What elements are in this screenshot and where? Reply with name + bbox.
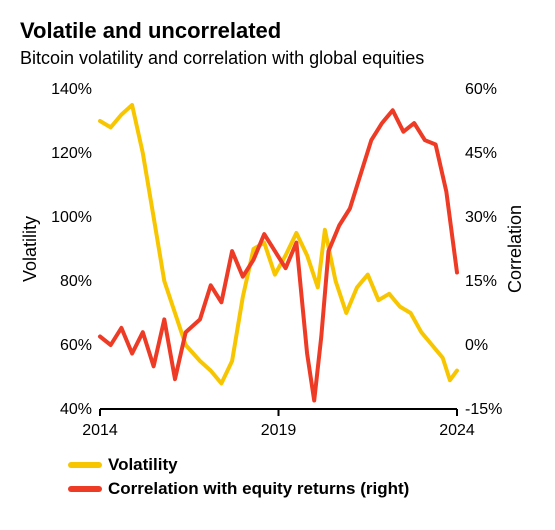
legend-item-correlation: Correlation with equity returns (right) [68,479,535,499]
chart-title: Volatile and uncorrelated [20,18,535,44]
y-left-tick-label: 100% [51,209,92,226]
legend: Volatility Correlation with equity retur… [20,455,535,499]
y-left-tick-label: 40% [60,401,92,418]
y-right-tick-label: 15% [465,273,497,290]
series-volatility [100,105,457,383]
y-left-axis-title: Volatility [20,216,40,282]
chart-plot-area: 2014 2019 2024 40% 60% 80% 100% 120% 140% -15% 0% 1… [20,79,535,449]
y-right-axis-title: Correlation [505,205,525,293]
y-right-tick-label: 45% [465,145,497,162]
y-left-tick-label: 80% [60,273,92,290]
y-right-tick-label: -15% [465,401,502,418]
y-left-tick-label: 140% [51,81,92,98]
series-correlation-with-equity-returns-right- [100,110,457,400]
chart-subtitle: Bitcoin volatility and correlation with … [20,48,535,69]
y-right-tick-label: 30% [465,209,497,226]
x-tick-label: 2019 [261,422,297,439]
y-right-tick-label: 0% [465,337,488,354]
legend-swatch-correlation [68,486,102,492]
legend-item-volatility: Volatility [68,455,535,475]
legend-label-volatility: Volatility [108,455,178,475]
x-tick-label: 2024 [439,422,475,439]
legend-swatch-volatility [68,462,102,468]
legend-label-correlation: Correlation with equity returns (right) [108,479,409,499]
chart-svg: 2014 2019 2024 40% 60% 80% 100% 120% 140% -15% 0% 1… [20,79,535,449]
y-right-tick-label: 60% [465,81,497,98]
chart-container: Volatile and uncorrelated Bitcoin volati… [0,0,555,530]
y-left-tick-label: 60% [60,337,92,354]
y-left-tick-label: 120% [51,145,92,162]
x-tick-label: 2014 [82,422,118,439]
